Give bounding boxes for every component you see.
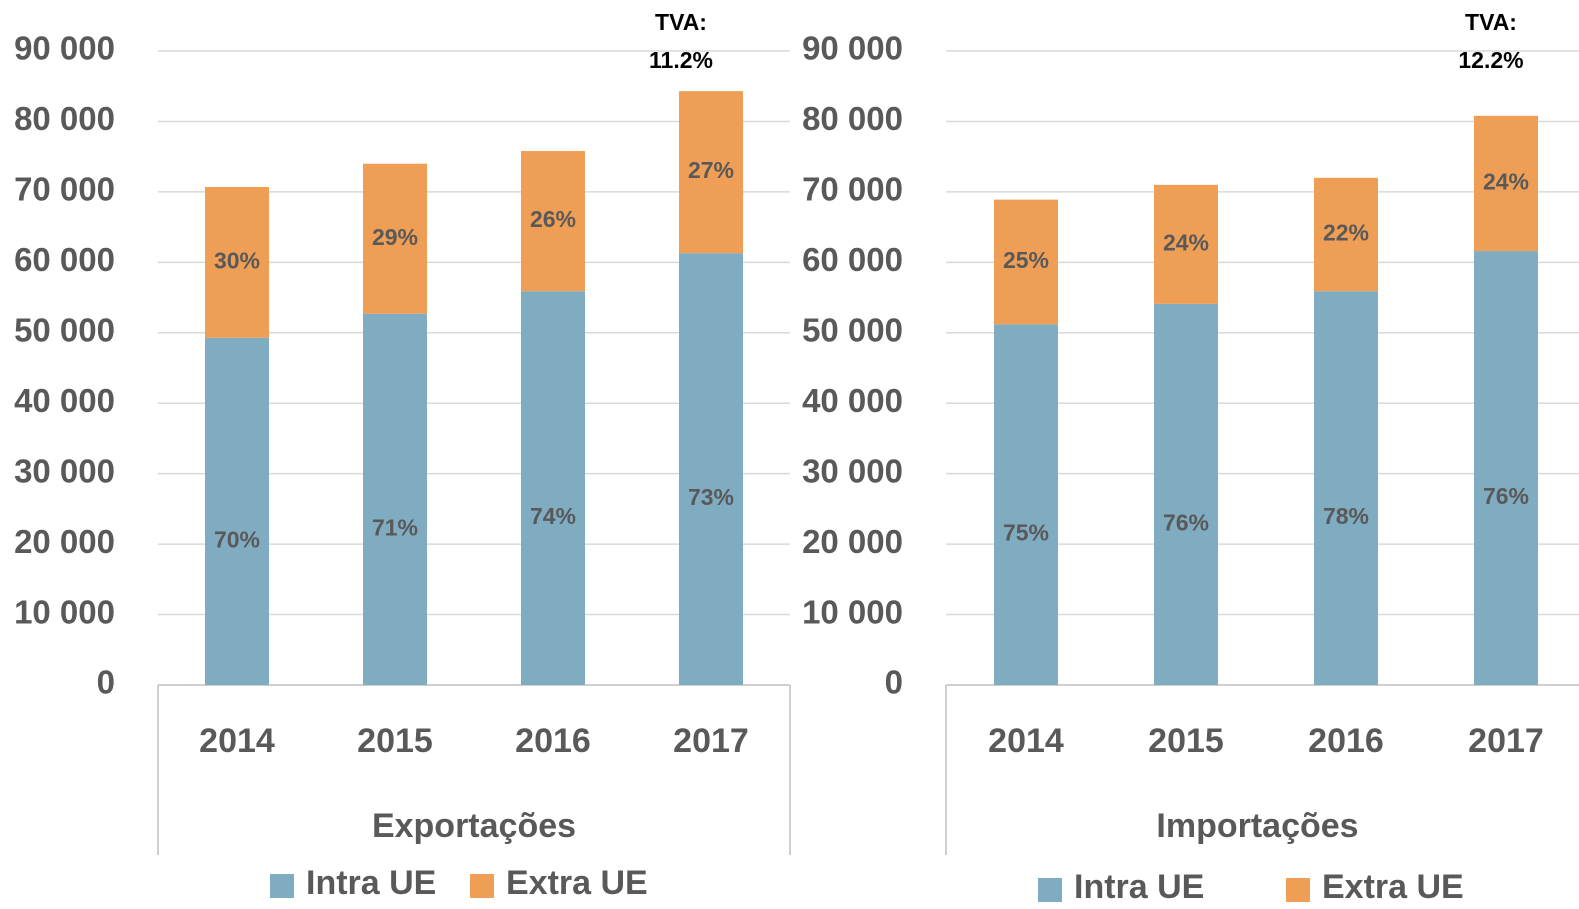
x-tick-label: 2014	[988, 722, 1064, 760]
group-label: Exportações	[372, 807, 576, 845]
data-label: 76%	[1483, 483, 1529, 509]
y-tick-label: 80 000	[802, 100, 903, 137]
bar-segment	[205, 337, 269, 685]
annotation: 11.2%	[649, 47, 713, 73]
data-label: 74%	[530, 503, 576, 529]
bar-segment	[363, 163, 427, 314]
bar-segment	[205, 186, 269, 338]
data-label: 30%	[214, 247, 260, 273]
y-tick-label: 60 000	[802, 241, 903, 278]
bar-segment	[1154, 184, 1218, 304]
y-tick-label: 80 000	[14, 100, 115, 137]
data-label: 71%	[372, 514, 418, 540]
y-tick-label: 20 000	[802, 523, 903, 560]
legend-label: Extra UE	[506, 864, 648, 902]
y-tick-label: 30 000	[14, 452, 115, 489]
bar-segment	[994, 199, 1058, 325]
bar-segment	[521, 291, 585, 685]
legend-swatch	[470, 874, 494, 898]
data-label: 29%	[372, 224, 418, 250]
data-label: 26%	[530, 206, 576, 232]
data-label: 75%	[1003, 520, 1049, 546]
y-tick-label: 40 000	[14, 382, 115, 419]
y-tick-label: 10 000	[802, 593, 903, 630]
bar-segment	[1314, 177, 1378, 292]
y-tick-label: 10 000	[14, 593, 115, 630]
y-tick-label: 90 000	[802, 30, 903, 67]
legend-swatch	[270, 874, 294, 898]
bar-segment	[994, 324, 1058, 685]
group-label: Importações	[1156, 807, 1358, 845]
y-tick-label: 20 000	[14, 523, 115, 560]
legend-label: Intra UE	[1074, 868, 1204, 906]
x-tick-label: 2016	[515, 722, 591, 760]
legend-swatch	[1038, 878, 1062, 902]
data-label: 24%	[1163, 229, 1209, 255]
bar-segment	[1474, 115, 1538, 252]
y-tick-label: 30 000	[802, 452, 903, 489]
bar-segment	[521, 151, 585, 292]
x-tick-label: 2017	[673, 722, 749, 760]
annotation: TVA:	[1465, 9, 1517, 35]
y-tick-label: 70 000	[14, 171, 115, 208]
annotation: TVA:	[655, 9, 707, 35]
data-label: 70%	[214, 526, 260, 552]
legend-label: Intra UE	[306, 864, 436, 902]
bar-segment	[1474, 251, 1538, 685]
bar-segment	[1154, 303, 1218, 685]
bar-segment	[679, 91, 743, 254]
bar-segment	[1314, 291, 1378, 685]
y-tick-label: 50 000	[14, 311, 115, 348]
x-tick-label: 2014	[199, 722, 275, 760]
data-label: 73%	[688, 484, 734, 510]
data-label: 22%	[1323, 220, 1369, 246]
y-tick-label: 0	[885, 664, 903, 701]
y-tick-label: 50 000	[802, 311, 903, 348]
data-label: 25%	[1003, 247, 1049, 273]
y-tick-label: 70 000	[802, 171, 903, 208]
legend-swatch	[1286, 878, 1310, 902]
y-tick-label: 0	[97, 664, 115, 701]
x-tick-label: 2015	[357, 722, 433, 760]
y-tick-label: 90 000	[14, 30, 115, 67]
data-label: 78%	[1323, 503, 1369, 529]
y-tick-label: 60 000	[14, 241, 115, 278]
x-tick-label: 2016	[1308, 722, 1384, 760]
data-label: 27%	[688, 157, 734, 183]
x-tick-label: 2015	[1148, 722, 1224, 760]
bar-segment	[363, 313, 427, 685]
data-label: 24%	[1483, 169, 1529, 195]
annotation: 12.2%	[1458, 47, 1523, 73]
bar-segment	[679, 253, 743, 686]
data-label: 76%	[1163, 510, 1209, 536]
x-tick-label: 2017	[1468, 722, 1544, 760]
legend-label: Extra UE	[1322, 868, 1464, 906]
y-tick-label: 40 000	[802, 382, 903, 419]
